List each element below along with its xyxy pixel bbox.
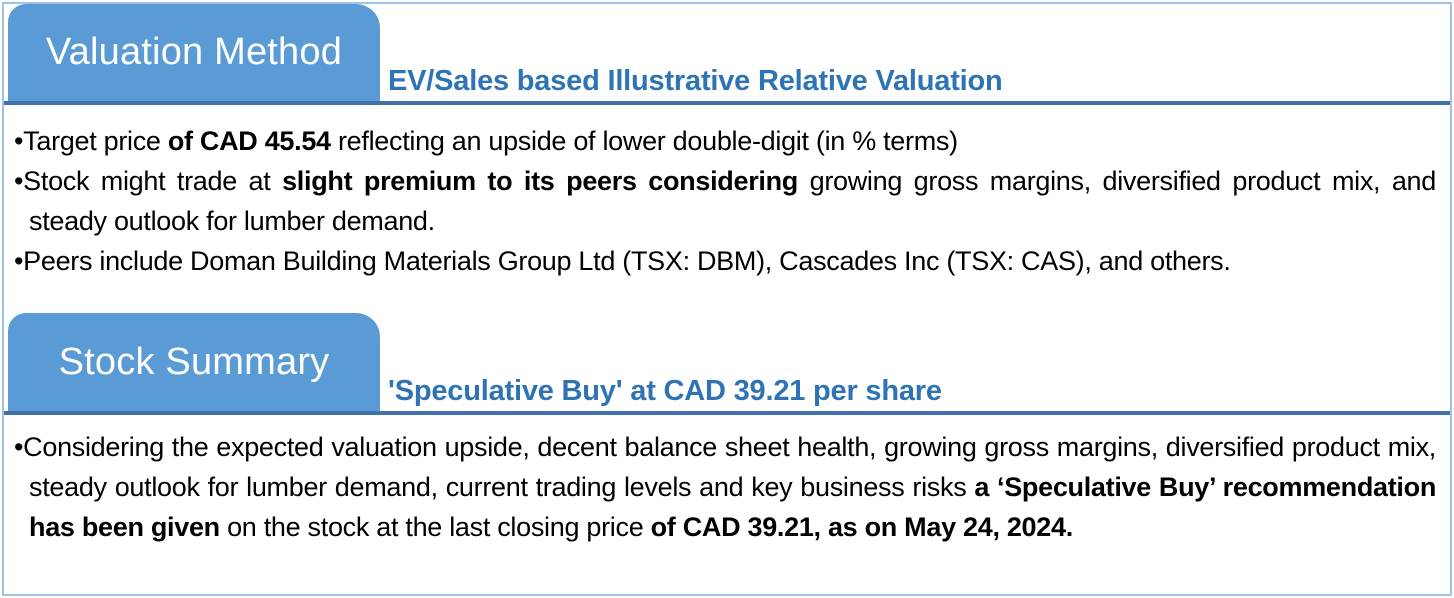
- valuation-bullet-target-price: Target price of CAD 45.54 reflecting an …: [14, 121, 1436, 161]
- stock-summary-bullets: Considering the expected valuation upsid…: [4, 415, 1450, 547]
- valuation-bullet-premium: Stock might trade at slight premium to i…: [14, 161, 1436, 241]
- stock-summary-header: Stock Summary 'Speculative Buy' at CAD 3…: [4, 313, 1450, 415]
- valuation-method-bullets: Target price of CAD 45.54 reflecting an …: [4, 105, 1450, 313]
- valuation-method-tab: Valuation Method: [8, 4, 380, 101]
- valuation-method-subtitle: EV/Sales based Illustrative Relative Val…: [388, 65, 1003, 97]
- stock-summary-subtitle: 'Speculative Buy' at CAD 39.21 per share: [388, 375, 942, 407]
- valuation-bullet-peers: Peers include Doman Building Materials G…: [14, 241, 1436, 281]
- stock-summary-tab-label: Stock Summary: [58, 340, 330, 383]
- valuation-method-tab-label: Valuation Method: [45, 31, 343, 73]
- stock-summary-bullet-recommendation: Considering the expected valuation upsid…: [14, 427, 1436, 547]
- valuation-method-header: Valuation Method EV/Sales based Illustra…: [4, 4, 1450, 105]
- stock-summary-tab: Stock Summary: [8, 313, 380, 411]
